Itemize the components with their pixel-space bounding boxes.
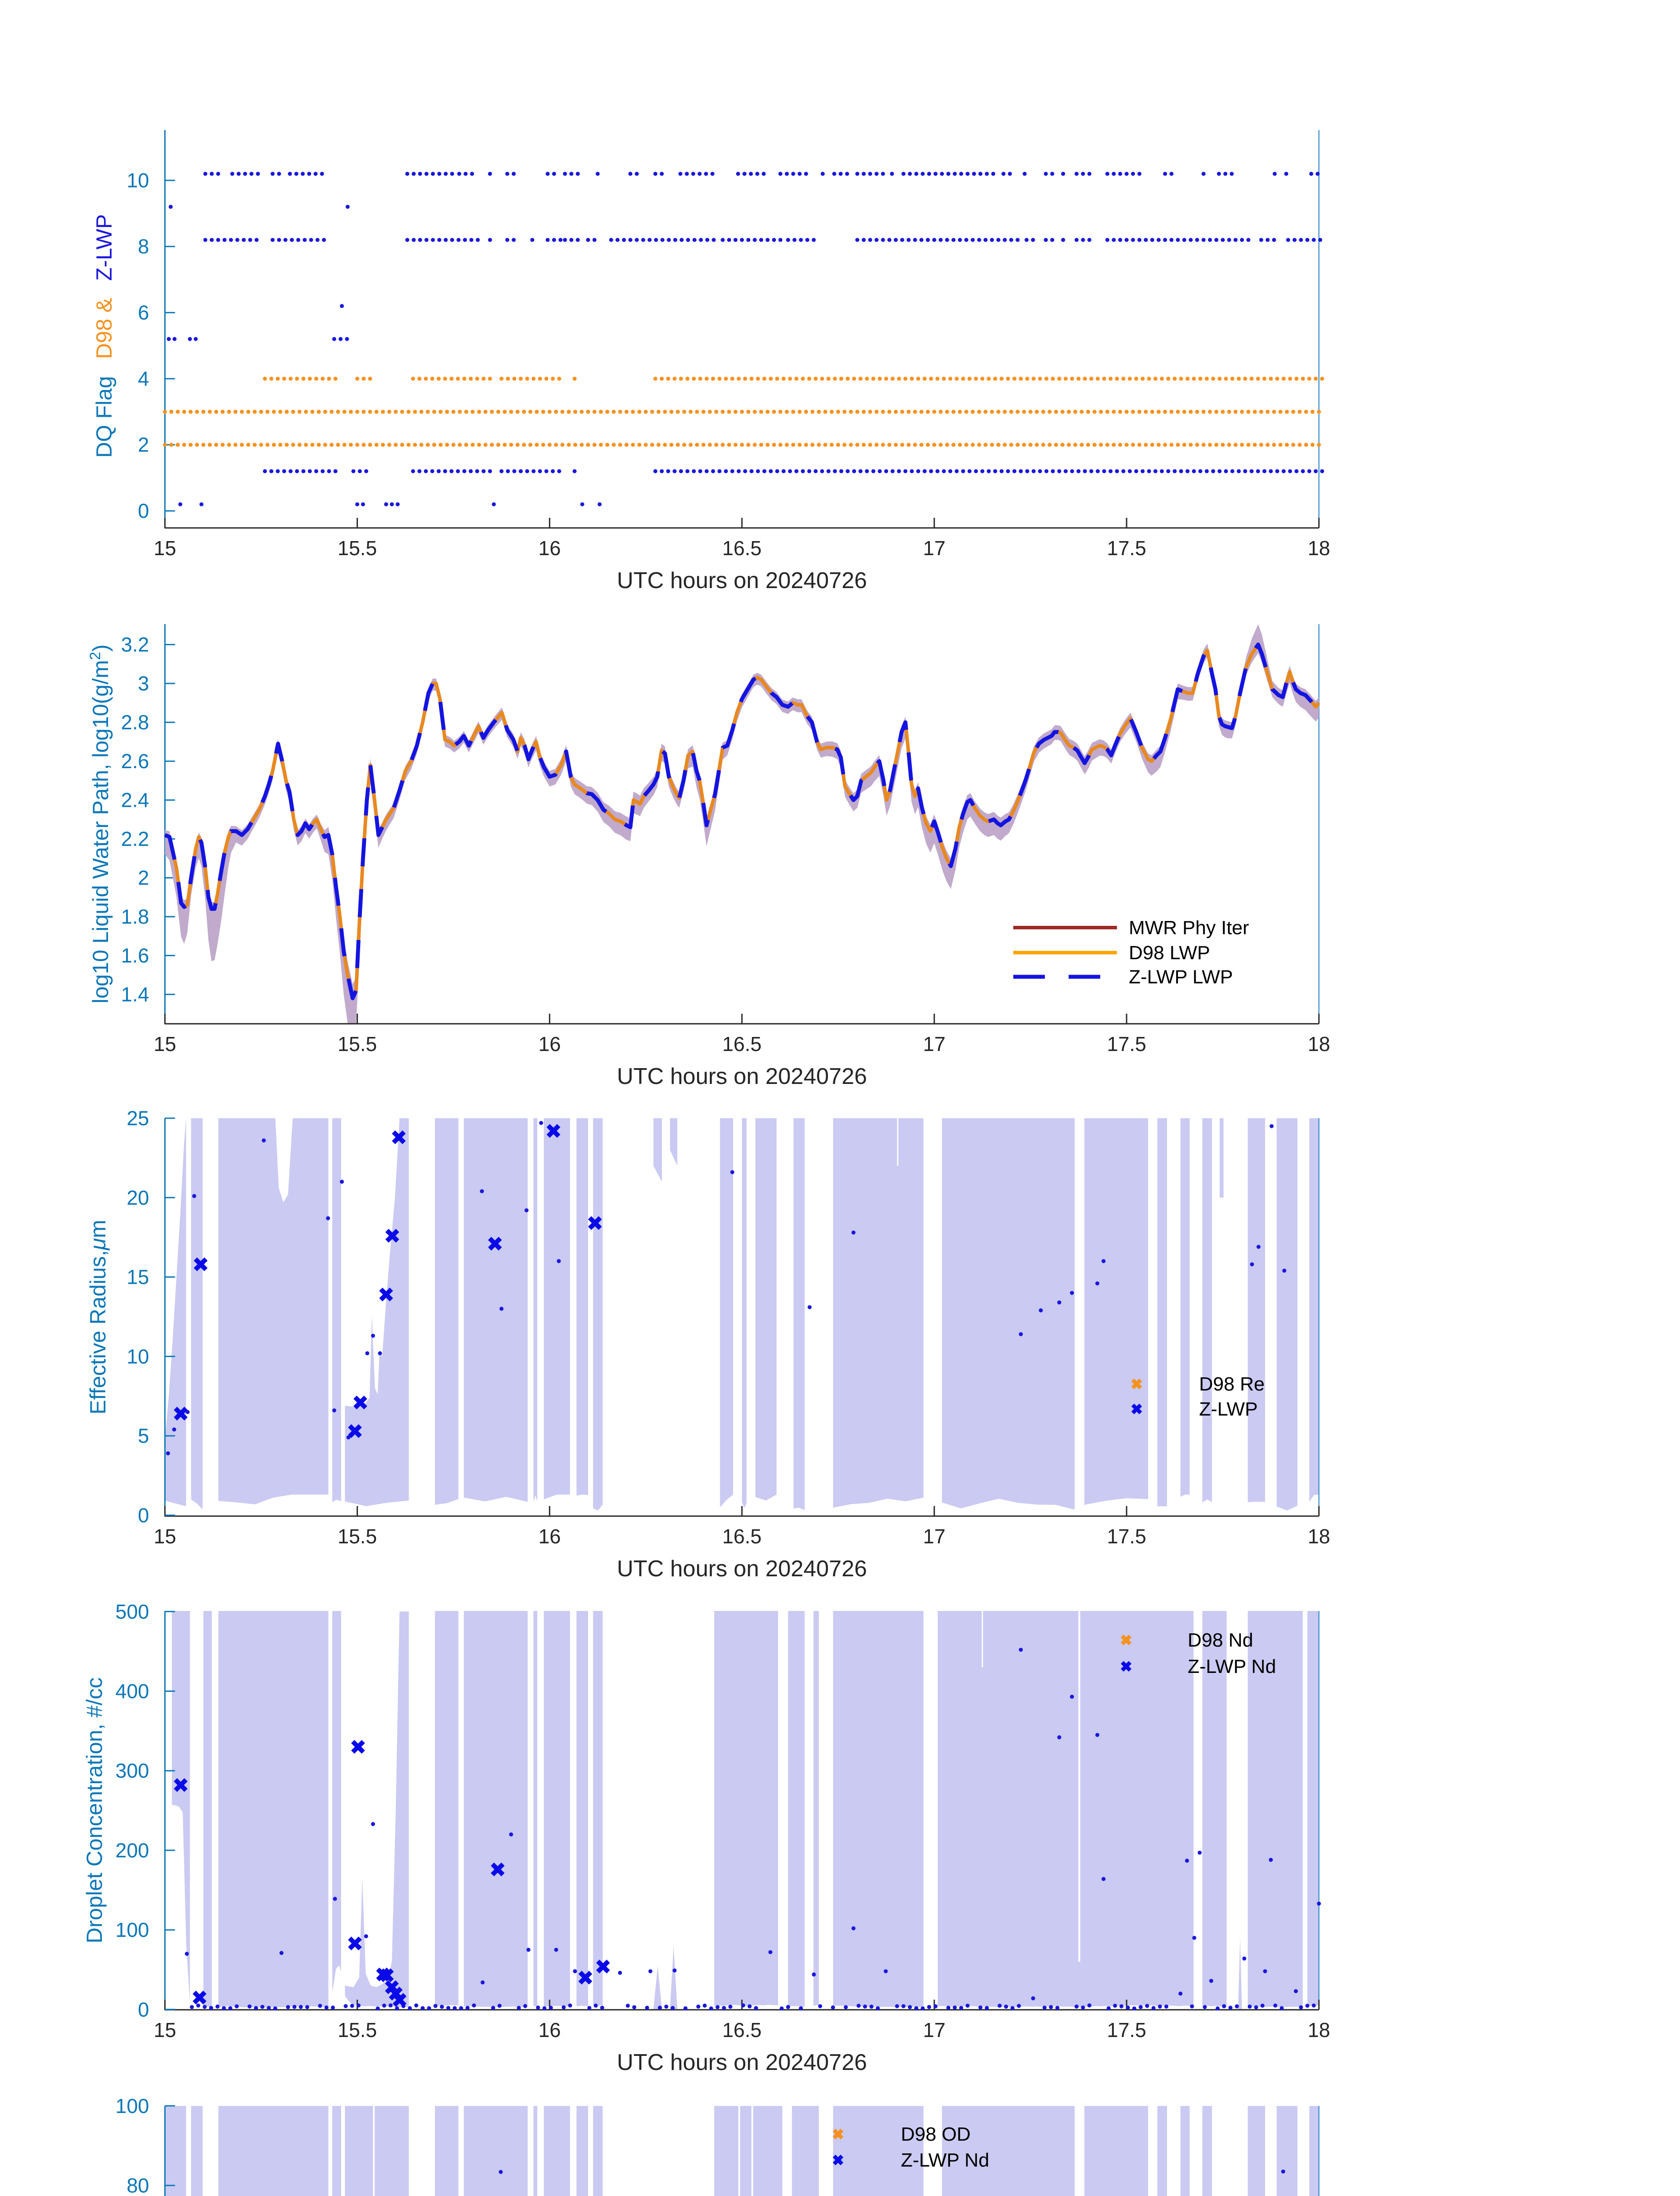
- svg-text:18: 18: [1308, 1525, 1330, 1548]
- svg-text:17: 17: [923, 2019, 946, 2041]
- svg-text:20: 20: [126, 1186, 149, 1209]
- svg-text:16: 16: [538, 1033, 561, 1055]
- svg-text:16.5: 16.5: [722, 537, 762, 560]
- svg-text:Z-LWP Nd: Z-LWP Nd: [1188, 1656, 1276, 1677]
- svg-text:16: 16: [538, 537, 561, 560]
- svg-text:1.6: 1.6: [121, 944, 149, 967]
- svg-text:2.2: 2.2: [121, 827, 149, 850]
- svg-text:2.8: 2.8: [121, 711, 149, 734]
- svg-text:15: 15: [126, 1266, 149, 1289]
- svg-text:17.5: 17.5: [1107, 1525, 1146, 1548]
- svg-text:3.2: 3.2: [121, 633, 149, 656]
- svg-text:15: 15: [154, 1525, 176, 1548]
- svg-text:15: 15: [154, 537, 176, 560]
- svg-text:Z-LWP Nd: Z-LWP Nd: [901, 2149, 989, 2171]
- svg-text:15.5: 15.5: [338, 1033, 377, 1055]
- svg-text:18: 18: [1308, 2019, 1330, 2041]
- svg-text:1.4: 1.4: [121, 983, 149, 1006]
- svg-text:400: 400: [116, 1680, 149, 1703]
- svg-text:Z-LWP LWP: Z-LWP LWP: [1129, 966, 1233, 988]
- svg-text:17.5: 17.5: [1107, 537, 1146, 560]
- svg-text:15: 15: [154, 2019, 176, 2041]
- svg-text:UTC hours on 20240726: UTC hours on 20240726: [617, 2050, 867, 2075]
- svg-text:80: 80: [126, 2174, 149, 2196]
- svg-text:UTC hours on 20240726: UTC hours on 20240726: [617, 568, 867, 593]
- svg-text:0: 0: [138, 499, 149, 522]
- svg-text:25: 25: [126, 1107, 149, 1130]
- svg-text:17.5: 17.5: [1107, 2019, 1146, 2041]
- svg-text:2: 2: [138, 433, 149, 456]
- svg-text:UTC hours on 20240726: UTC hours on 20240726: [617, 1556, 867, 1582]
- svg-text:2: 2: [138, 867, 149, 889]
- svg-text:D98 LWP: D98 LWP: [1129, 942, 1210, 964]
- svg-text:17.5: 17.5: [1107, 1033, 1146, 1055]
- svg-text:100: 100: [116, 1918, 149, 1941]
- svg-text:10: 10: [126, 169, 149, 192]
- svg-text:15.5: 15.5: [338, 1525, 377, 1548]
- svg-text:5: 5: [138, 1424, 149, 1447]
- svg-text:Droplet Concentration, #/cc: Droplet Concentration, #/cc: [82, 1677, 107, 1943]
- svg-text:D98 Nd: D98 Nd: [1188, 1629, 1253, 1651]
- svg-text:log10 Liquid Water Path, log10: log10 Liquid Water Path, log10(g/m2): [87, 644, 113, 1004]
- svg-text:UTC hours on 20240726: UTC hours on 20240726: [617, 1064, 867, 1089]
- svg-text:17: 17: [923, 537, 946, 560]
- svg-text:16: 16: [538, 1525, 561, 1548]
- svg-text:10: 10: [126, 1345, 149, 1368]
- svg-text:1.8: 1.8: [121, 905, 149, 928]
- svg-text:100: 100: [116, 2095, 149, 2117]
- svg-text:16: 16: [538, 2019, 561, 2041]
- svg-text:Effective Radius,μm: Effective Radius,μm: [86, 1220, 110, 1414]
- svg-text:Z-LWP: Z-LWP: [1199, 1398, 1258, 1420]
- svg-text:16.5: 16.5: [722, 1033, 762, 1055]
- svg-text:4: 4: [138, 367, 149, 390]
- svg-text:18: 18: [1308, 537, 1330, 560]
- svg-text:15.5: 15.5: [338, 537, 377, 560]
- svg-text:17: 17: [923, 1033, 946, 1055]
- svg-text:6: 6: [138, 301, 149, 324]
- svg-text:15: 15: [154, 1033, 176, 1055]
- svg-text:18: 18: [1308, 1033, 1330, 1055]
- svg-text:MWR Phy Iter: MWR Phy Iter: [1129, 917, 1249, 939]
- svg-text:500: 500: [116, 1600, 149, 1623]
- svg-text:D98 Re: D98 Re: [1199, 1373, 1265, 1395]
- svg-text:2.4: 2.4: [121, 789, 149, 812]
- svg-text:16.5: 16.5: [722, 1525, 762, 1548]
- svg-text:3: 3: [138, 672, 149, 695]
- svg-text:300: 300: [116, 1759, 149, 1782]
- svg-text:8: 8: [138, 235, 149, 258]
- svg-text:16.5: 16.5: [722, 2019, 762, 2041]
- svg-text:DQ Flag D98 & Z-LWP: DQ Flag D98 & Z-LWP: [92, 214, 116, 458]
- svg-text:2.6: 2.6: [121, 750, 149, 773]
- svg-text:0: 0: [138, 1504, 149, 1527]
- svg-text:0: 0: [138, 1998, 149, 2021]
- svg-text:17: 17: [923, 1525, 946, 1548]
- svg-text:15.5: 15.5: [338, 2019, 377, 2041]
- svg-text:200: 200: [116, 1839, 149, 1862]
- svg-text:D98 OD: D98 OD: [901, 2124, 971, 2145]
